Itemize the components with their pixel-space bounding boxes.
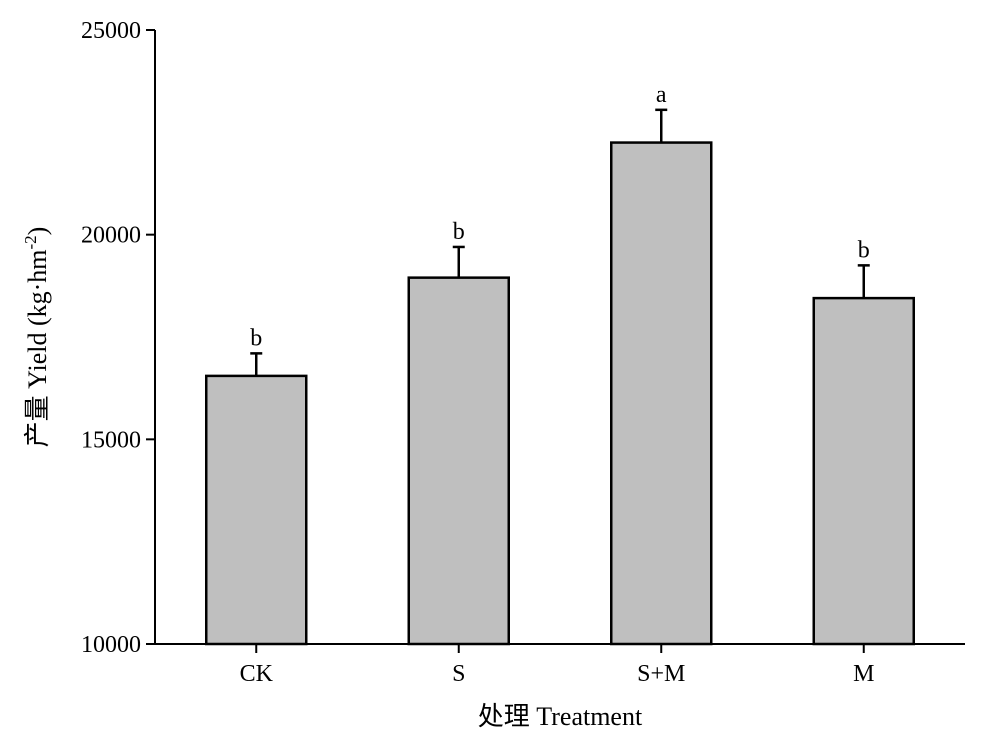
labels-layer: b b a b <box>250 82 870 352</box>
x-tick-label: S <box>452 661 465 687</box>
axes-layer: CK S S+M M 10000 15000 20000 25000 <box>81 18 965 687</box>
significance-label: b <box>453 219 465 245</box>
significance-label: a <box>656 82 667 108</box>
y-tick-label: 15000 <box>81 427 141 453</box>
y-tick-label: 20000 <box>81 223 141 249</box>
bar-s-m <box>610 141 713 646</box>
significance-label: b <box>250 325 262 351</box>
y-tick-label: 10000 <box>81 632 141 658</box>
significance-label: b <box>858 237 870 263</box>
x-tick-label: M <box>853 661 874 687</box>
bar-s <box>407 276 510 646</box>
y-axis-title: 产量 Yield (kg·hm-2) <box>21 227 52 448</box>
bar-m <box>812 296 915 646</box>
x-tick-label: CK <box>240 661 274 687</box>
bar-ck <box>205 374 308 646</box>
x-axis-title: 处理 Treatment <box>478 702 643 731</box>
x-tick-label: S+M <box>637 661 685 687</box>
bars-layer <box>205 141 915 646</box>
error-bars-layer <box>250 108 870 376</box>
y-tick-label: 25000 <box>81 18 141 44</box>
